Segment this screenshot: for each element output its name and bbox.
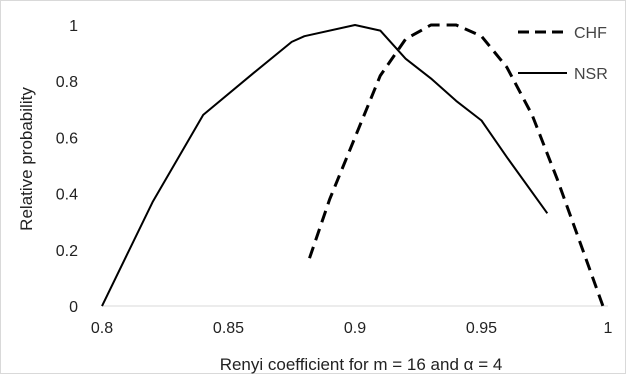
y-tick-label: 0.2: [56, 243, 78, 260]
y-tick-label: 0.4: [56, 187, 78, 204]
x-tick-label: 0.95: [466, 320, 497, 337]
series-layer: [101, 23, 605, 307]
legend-label-chf: CHF: [574, 25, 607, 42]
series-line-nsr: [101, 24, 549, 307]
y-tick-label: 0.8: [56, 74, 78, 91]
x-axis-title: Renyi coefficient for m = 16 and α = 4: [220, 355, 503, 374]
y-tick-label: 1: [69, 18, 78, 35]
x-tick-label: 0.85: [213, 320, 244, 337]
y-tick-label: 0: [69, 299, 78, 316]
x-tick-label: 0.9: [344, 320, 366, 337]
x-tick-label: 1: [604, 320, 613, 337]
y-tick-label: 0.6: [56, 130, 78, 147]
legend-label-nsr: NSR: [574, 66, 608, 83]
axes: 0.8 0.85 0.9 0.95 1 0 0.2 0.4 0.6 0.8 1: [56, 18, 613, 337]
legend: CHF NSR: [518, 25, 608, 83]
series-line-chf: [308, 23, 605, 307]
x-tick-label: 0.8: [91, 320, 113, 337]
y-axis-title: Relative probability: [17, 87, 36, 231]
